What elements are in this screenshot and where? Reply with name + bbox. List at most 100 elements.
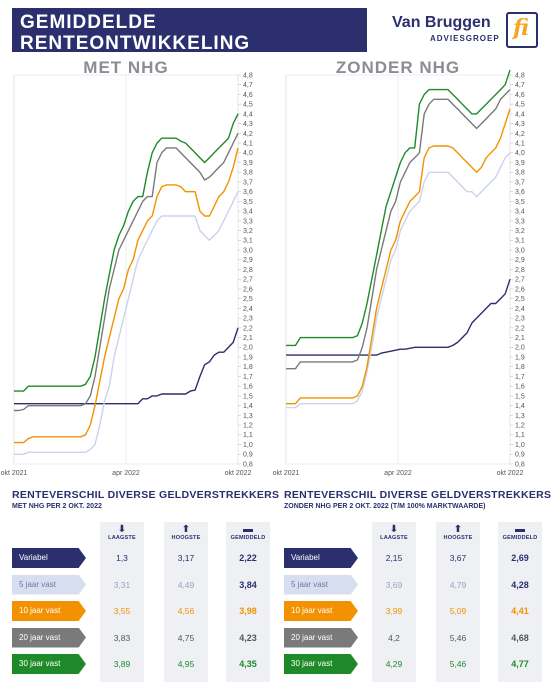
y-tick-label: 4,6 bbox=[515, 92, 525, 99]
y-tick-label: 1,5 bbox=[515, 393, 525, 400]
y-tick-label: 3,8 bbox=[515, 170, 525, 177]
y-tick-label: 3,5 bbox=[515, 199, 525, 206]
value-avg: 4,77 bbox=[511, 659, 529, 669]
value-avg: 3,98 bbox=[239, 606, 257, 616]
page-title: GEMIDDELDE RENTEONTWIKKELING bbox=[20, 12, 251, 54]
y-tick-label: 2,6 bbox=[515, 286, 525, 293]
value-high: 5,09 bbox=[449, 606, 467, 616]
y-tick-label: 4,8 bbox=[243, 72, 253, 79]
arrow-down-icon: ⬇ bbox=[389, 524, 399, 535]
y-tick-label: 3,0 bbox=[243, 247, 253, 254]
x-tick-label: okt 2022 bbox=[225, 470, 252, 477]
y-tick-label: 3,7 bbox=[515, 179, 525, 186]
y-tick-label: 3,0 bbox=[515, 247, 525, 254]
y-tick-label: 2,9 bbox=[515, 257, 525, 264]
series-line-30jaar bbox=[14, 113, 239, 392]
y-tick-label: 4,1 bbox=[243, 140, 253, 147]
value-avg: 4,41 bbox=[511, 606, 529, 616]
chart-title: MET NHG bbox=[83, 58, 168, 77]
page-header: GEMIDDELDE RENTEONTWIKKELING OKT 2021- O… bbox=[12, 8, 367, 69]
y-tick-label: 1,6 bbox=[243, 384, 253, 391]
y-tick-label: 2,9 bbox=[243, 257, 253, 264]
y-tick-label: 0,9 bbox=[515, 452, 525, 459]
y-tick-label: 1,4 bbox=[515, 403, 525, 410]
value-high: 4,49 bbox=[177, 579, 195, 590]
y-tick-label: 3,1 bbox=[243, 238, 253, 245]
x-tick-label: apr 2022 bbox=[112, 470, 140, 477]
column-bg bbox=[372, 522, 416, 682]
y-tick-label: 1,7 bbox=[243, 374, 253, 381]
page-subtitle: OKT 2021- OKT 2022 bbox=[20, 54, 157, 69]
y-tick-label: 2,3 bbox=[243, 316, 253, 323]
y-tick-label: 1,8 bbox=[515, 364, 525, 371]
minus-icon: ▬ bbox=[515, 524, 525, 535]
table-row: 5 jaar vast 3,69 4,79 4,28 bbox=[284, 574, 542, 595]
y-tick-label: 1,0 bbox=[243, 442, 253, 449]
section-subtitle-right: ZONDER NHG PER 2 OKT. 2022 (T/M 100% MAR… bbox=[284, 503, 486, 510]
y-tick-label: 2,2 bbox=[243, 325, 253, 332]
value-low: 1,3 bbox=[116, 553, 128, 563]
column-header-avg: ▬ GEMIDDELD bbox=[220, 524, 276, 541]
y-tick-label: 4,5 bbox=[515, 102, 525, 109]
series-line-variabel bbox=[286, 278, 511, 356]
column-header-high: ⬆ HOOGSTE bbox=[158, 524, 214, 541]
y-tick-label: 1,4 bbox=[243, 403, 253, 410]
y-tick-label: 3,3 bbox=[243, 218, 253, 225]
y-tick-label: 3,4 bbox=[243, 209, 253, 216]
y-tick-label: 4,3 bbox=[243, 121, 253, 128]
x-tick-label: okt 2022 bbox=[497, 470, 524, 477]
row-label: Variabel bbox=[12, 548, 86, 568]
y-tick-label: 4,0 bbox=[243, 150, 253, 157]
section-title-right: RENTEVERSCHIL DIVERSE GELDVERSTREKKERS bbox=[284, 489, 552, 501]
column-bg bbox=[226, 522, 270, 682]
table-row: 20 jaar vast 3,83 4,75 4,23 bbox=[12, 627, 270, 648]
x-tick-label: apr 2022 bbox=[384, 470, 412, 477]
section-title-left: RENTEVERSCHIL DIVERSE GELDVERSTREKKERS bbox=[12, 489, 280, 501]
arrow-up-icon: ⬆ bbox=[181, 524, 191, 535]
column-header-avg: ▬ GEMIDDELD bbox=[492, 524, 548, 541]
row-label: 5 jaar vast bbox=[12, 574, 86, 595]
y-tick-label: 3,3 bbox=[515, 218, 525, 225]
value-high: 5,46 bbox=[449, 659, 467, 669]
column-header-high: ⬆ HOOGSTE bbox=[430, 524, 486, 541]
y-tick-label: 2,7 bbox=[243, 277, 253, 284]
y-tick-label: 3,9 bbox=[243, 160, 253, 167]
value-low: 3,69 bbox=[385, 579, 403, 590]
table-row: Variabel 1,3 3,17 2,22 bbox=[12, 548, 270, 568]
value-avg: 2,22 bbox=[239, 553, 257, 563]
chart-zonder-nhg: okt 2021 apr 2022 okt 2022 ZONDER NHG 4,8 4,7… bbox=[273, 58, 525, 477]
value-avg: 4,68 bbox=[511, 632, 529, 643]
value-high: 4,75 bbox=[177, 632, 195, 643]
table-row: 30 jaar vast 4,29 5,46 4,77 bbox=[284, 654, 542, 674]
logo-sub: ADVIESGROEP bbox=[430, 34, 500, 43]
y-tick-label: 4,0 bbox=[515, 150, 525, 157]
y-tick-label: 0,9 bbox=[243, 452, 253, 459]
y-tick-label: 1,3 bbox=[243, 413, 253, 420]
y-tick-label: 4,8 bbox=[515, 72, 525, 79]
value-high: 5,46 bbox=[449, 632, 467, 643]
arrow-up-icon: ⬆ bbox=[453, 524, 463, 535]
y-tick-label: 2,5 bbox=[243, 296, 253, 303]
y-tick-label: 2,7 bbox=[515, 277, 525, 284]
row-label: 10 jaar vast bbox=[12, 601, 86, 621]
table-row: 10 jaar vast 3,55 4,56 3,98 bbox=[12, 601, 270, 621]
x-tick-label: okt 2021 bbox=[273, 470, 300, 477]
y-tick-label: 2,8 bbox=[243, 267, 253, 274]
chart-met-nhg: okt 2021 apr 2022 okt 2022 MET NHG 4,8 4,7 4,6… bbox=[1, 58, 253, 477]
series-line-20jaar bbox=[286, 89, 511, 370]
y-tick-label: 3,2 bbox=[515, 228, 525, 235]
series-line-5jaar bbox=[14, 191, 239, 455]
y-tick-label: 1,7 bbox=[515, 374, 525, 381]
company-logo: Van Bruggen ADVIESGROEP fi bbox=[392, 10, 542, 50]
row-label: 30 jaar vast bbox=[12, 654, 86, 674]
column-header-low: ⬇ LAAGSTE bbox=[94, 524, 150, 541]
value-low: 3,55 bbox=[113, 606, 131, 616]
y-tick-label: 1,8 bbox=[243, 364, 253, 371]
value-low: 3,83 bbox=[113, 632, 131, 643]
table-row: 20 jaar vast 4,2 5,46 4,68 bbox=[284, 627, 542, 648]
y-tick-label: 4,5 bbox=[243, 102, 253, 109]
row-label: 20 jaar vast bbox=[12, 627, 86, 648]
table-row: Variabel 2,15 3,67 2,69 bbox=[284, 548, 542, 568]
value-low: 4,29 bbox=[385, 659, 403, 669]
y-tick-label: 2,1 bbox=[515, 335, 525, 342]
